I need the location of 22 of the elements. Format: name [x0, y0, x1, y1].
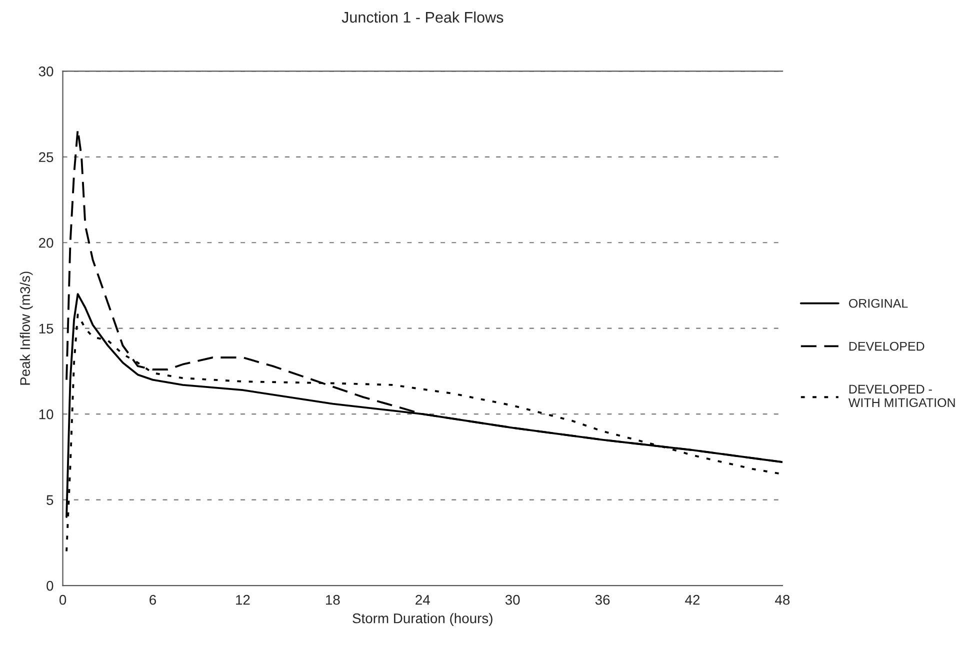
legend-label: DEVELOPED: [849, 342, 924, 351]
x-tick-label: 24: [416, 594, 430, 605]
y-tick-label: 10: [39, 409, 54, 420]
x-tick-label: 12: [236, 594, 250, 605]
y-tick-label: 0: [46, 580, 54, 591]
x-tick-label: 18: [326, 594, 340, 605]
y-axis-title: Peak Inflow (m3/s): [20, 272, 33, 385]
y-tick-label: 25: [39, 152, 54, 162]
x-tick-label: 42: [685, 594, 700, 605]
y-tick-label: 20: [39, 238, 54, 248]
legend-label: ORIGINAL: [849, 298, 908, 308]
y-tick-label: 15: [39, 324, 54, 334]
y-tick-label: 30: [38, 66, 54, 76]
x-tick-label: 48: [775, 594, 790, 605]
x-axis-title: Storm Duration (hours): [352, 613, 492, 626]
chart-title: Junction 1 - Peak Flows: [342, 11, 504, 23]
legend-label: DEVELOPED - WITH MITIGATION: [848, 384, 955, 408]
x-tick-label: 6: [150, 594, 156, 605]
x-tick-label: 0: [59, 594, 66, 605]
x-tick-label: 36: [595, 594, 610, 605]
x-tick-label: 30: [505, 594, 520, 605]
y-tick-label: 5: [46, 495, 54, 505]
